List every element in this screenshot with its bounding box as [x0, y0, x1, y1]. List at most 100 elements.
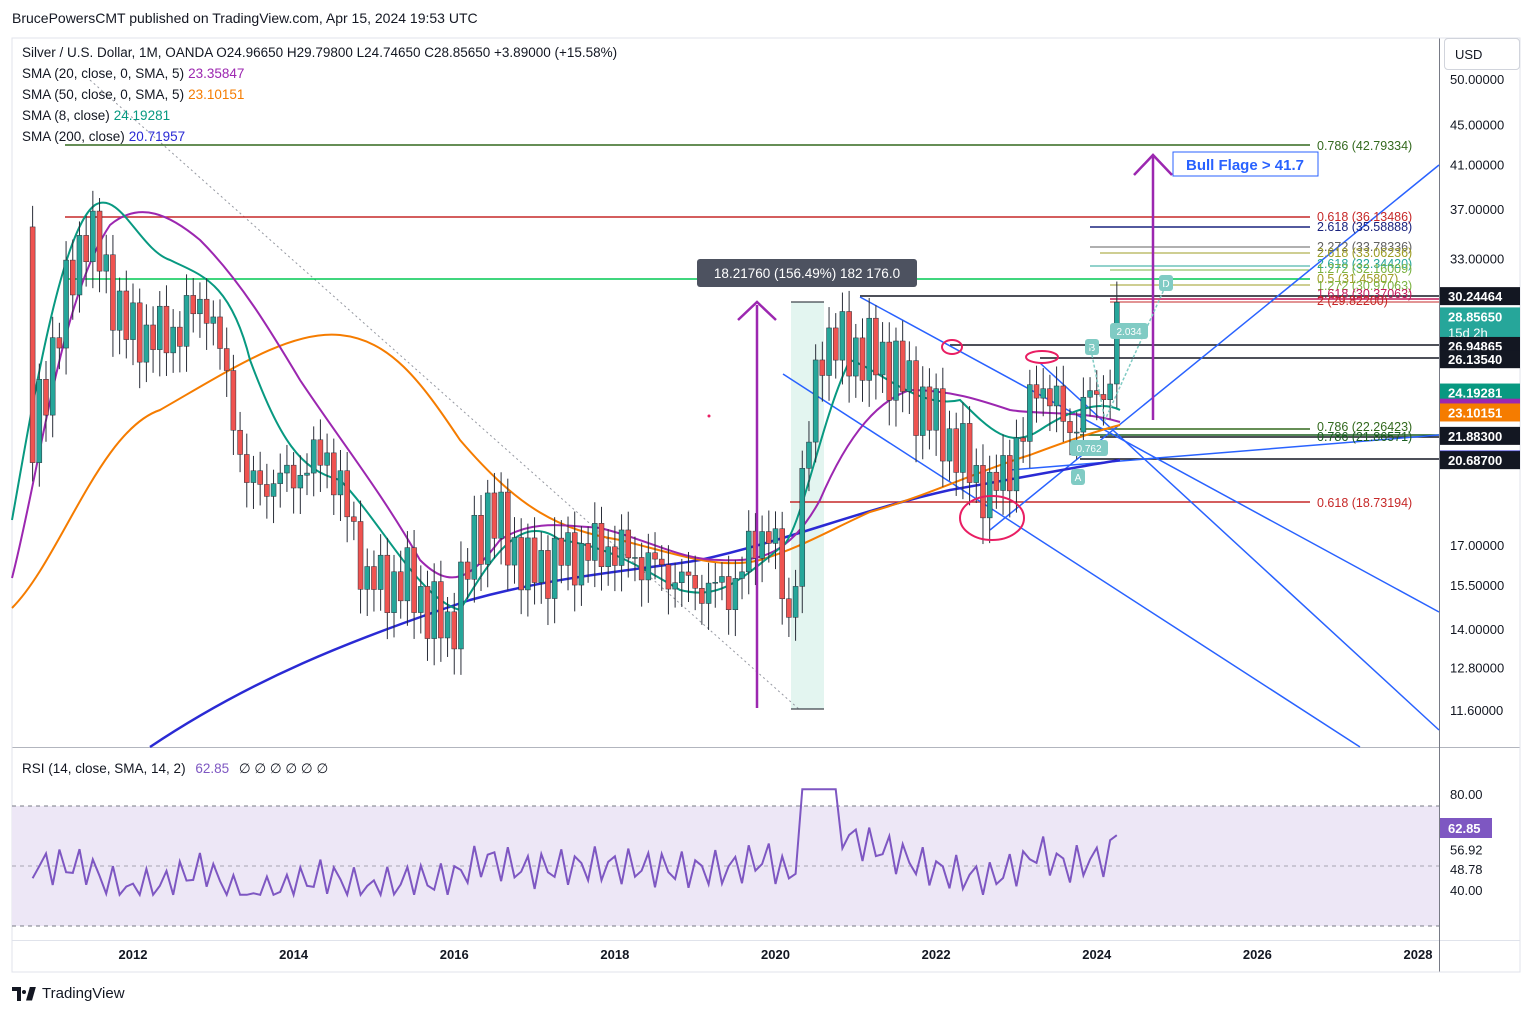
- price-tick-9: 11.60000: [1450, 703, 1503, 718]
- price-tag-text-9: 20.68700: [1448, 453, 1502, 468]
- time-tick-2026: 2026: [1243, 947, 1272, 962]
- bull-flag-box[interactable]: [1172, 151, 1319, 177]
- time-tick-2020: 2020: [761, 947, 790, 962]
- candle-body-2018-8: [658, 558, 665, 565]
- candle-body-2020-9: [826, 327, 832, 376]
- candle-body-2018-12: [685, 571, 692, 576]
- candle-body-2017-12: [605, 546, 611, 567]
- fib-label-0786-top: 0.786 (42.79334): [1317, 139, 1412, 153]
- candle-body-2018-11: [679, 571, 685, 583]
- time-tick-2022: 2022: [922, 947, 951, 962]
- candle-body-2019-13: [772, 528, 779, 544]
- candle-body-2020-2: [779, 528, 785, 600]
- price-tag-text-7: 21.88300: [1448, 429, 1502, 444]
- candle-body-2014-2: [297, 474, 304, 489]
- candle-body-2012-8: [177, 326, 183, 347]
- candle-body-2011-5: [76, 235, 83, 296]
- price-tick-2: 41.00000: [1450, 158, 1504, 173]
- price-axis[interactable]: 50.00000 45.00000 41.00000 37.00000 33.00000…: [1450, 72, 1504, 718]
- candle-body-2020-12: [846, 311, 852, 377]
- peak-circle-2022: [941, 339, 963, 355]
- time-tick-2028: 2028: [1404, 947, 1433, 962]
- candle-body-2013-4: [230, 370, 237, 431]
- fib-label-2: 2 (29.82200): [1317, 294, 1388, 308]
- candle-body-2019-9: [745, 530, 752, 573]
- candle-body-2023-13: [1094, 390, 1100, 395]
- rsi-value-tag: [1440, 818, 1492, 838]
- candle-body-2023-9: [1067, 421, 1073, 433]
- sma200-value: 20.71957: [128, 129, 186, 144]
- candle-body-2015-7: [411, 547, 417, 613]
- candle-body-2022-8: [980, 465, 986, 519]
- label-2034-box: [1110, 323, 1148, 339]
- candle-body-2013-12: [284, 464, 290, 474]
- currency-button[interactable]: USD: [1444, 38, 1520, 70]
- price-tick-5: 17.00000: [1450, 538, 1504, 553]
- fib-label-2618: 2.618 (35.58888): [1317, 220, 1412, 234]
- candle-body-2016-11: [518, 537, 524, 591]
- time-axis[interactable]: 2012 2014 2016 2018 2020 2022 2024 2026 2028: [119, 947, 1433, 962]
- fib-label-1272b: 1.272 (30.97063): [1317, 279, 1412, 293]
- fib-label-2272: 2.272 (33.78336): [1317, 240, 1412, 254]
- candle-body-2022-13: [1013, 437, 1020, 492]
- candle-body-2015-13: [451, 611, 457, 650]
- price-tag-6: [1440, 403, 1520, 422]
- candle-body-2023-8: [1060, 385, 1067, 422]
- candle-body-2011-13: [130, 302, 136, 340]
- candle-body-2011-8: [96, 210, 103, 272]
- candle-body-2022-11: [1000, 455, 1006, 491]
- candle-body-2013-11: [277, 472, 283, 484]
- legend-symbol[interactable]: Silver / U.S. Dollar, 1M, OANDA O24.9665…: [22, 45, 617, 60]
- candle-body-2022-6: [966, 423, 973, 483]
- legend-sma50[interactable]: SMA (50, close, 0, SMA, 5) 23.10151: [22, 87, 244, 102]
- candle-body-2011-7: [90, 210, 96, 263]
- candle-body-2020-8: [819, 359, 826, 376]
- candle-body-2023-2: [1020, 437, 1026, 442]
- arrow-2024-head: [1133, 153, 1173, 176]
- label-0762: 0.762: [1076, 444, 1101, 455]
- candle-body-2022-5: [960, 423, 966, 473]
- price-tag-4: [1440, 383, 1520, 402]
- low-circle: [959, 495, 1025, 541]
- candle-body-2014-8: [337, 470, 344, 496]
- brand[interactable]: TradingView: [12, 985, 125, 1002]
- candle-body-2012-11: [197, 298, 203, 315]
- legend-sma8[interactable]: SMA (8, close) 24.19281: [22, 108, 170, 123]
- fib-label-1618: 1.618 (30.37063): [1317, 287, 1412, 301]
- publisher-line: BrucePowersCMT published on TradingView.…: [12, 10, 478, 26]
- candle-body-2023-7: [1053, 385, 1060, 407]
- candle-body-2020-10: [832, 327, 839, 361]
- candle-body-2012-5: [157, 305, 163, 350]
- price-tag-text-1: 28.85650: [1448, 309, 1502, 324]
- sma200-label: SMA (200, close): [22, 129, 125, 144]
- candle-body-2015-9: [424, 586, 431, 639]
- rsi-legend[interactable]: RSI (14, close, SMA, 14, 2) 62.85 ∅ ∅ ∅ …: [22, 761, 328, 777]
- sma50-value: 23.10151: [188, 87, 245, 102]
- price-tick-4: 33.00000: [1450, 251, 1504, 266]
- fib-label-1272: 1.272 (32.16009): [1317, 262, 1412, 276]
- candle-body-2016-7: [491, 492, 498, 539]
- rsi-label: RSI (14, close, SMA, 14, 2): [22, 761, 186, 776]
- rsi-tick-0: 80.00: [1450, 787, 1483, 802]
- time-tick-2016: 2016: [440, 947, 469, 962]
- legend-sma200[interactable]: SMA (200, close) 20.71957: [22, 129, 185, 144]
- candle-body-2021-8: [899, 340, 906, 392]
- candle-body-2020-11: [839, 311, 846, 361]
- price-tick-8: 12.80000: [1450, 660, 1504, 675]
- candle-body-2014-10: [351, 516, 357, 522]
- candle-body-2021-11: [919, 386, 926, 436]
- candle-body-2012-13: [210, 316, 217, 324]
- candle-body-2023-10: [1073, 431, 1080, 434]
- candle-body-2016-2: [458, 561, 464, 650]
- fib-label-0618-top: 0.618 (36.13486): [1317, 210, 1412, 224]
- candle-body-2014-5: [317, 439, 324, 466]
- candle-body-2019-11: [759, 531, 765, 559]
- candle-body-2010-11: [36, 379, 43, 463]
- legend-sma20[interactable]: SMA (20, close, 0, SMA, 5) 23.35847: [22, 66, 244, 81]
- highlight-circles: [941, 339, 1059, 541]
- candle-body-2016-3: [464, 561, 471, 580]
- candle-body-2014-7: [331, 452, 337, 496]
- candle-body-2012-10: [190, 295, 196, 315]
- candle-body-2012-7: [170, 326, 176, 354]
- candle-body-2023-12: [1087, 390, 1093, 398]
